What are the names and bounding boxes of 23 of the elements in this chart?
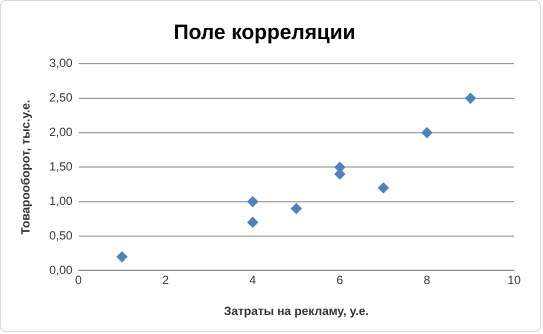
x-tick-label: 2 bbox=[162, 273, 170, 287]
x-tick-label: 8 bbox=[424, 273, 431, 287]
x-tick-label: 6 bbox=[336, 273, 344, 287]
y-tick-label: 3,00 bbox=[49, 56, 73, 70]
x-axis-title: Затраты на рекламу, у.е. bbox=[224, 304, 369, 318]
y-tick-label: 0,00 bbox=[49, 262, 73, 277]
point bbox=[116, 251, 128, 262]
y-tick-label: 2,50 bbox=[49, 90, 73, 105]
y-axis-title: Товарооборот, тыс.у.е. bbox=[18, 100, 32, 235]
y-tick-label: 2,00 bbox=[49, 125, 73, 140]
point bbox=[465, 92, 476, 104]
x-tick-label: 10 bbox=[507, 273, 522, 287]
point bbox=[290, 203, 302, 214]
y-tick-label: 1,50 bbox=[49, 160, 73, 174]
x-tick-label: 4 bbox=[249, 273, 256, 287]
point bbox=[378, 182, 389, 194]
point bbox=[421, 127, 432, 138]
chart-title: Поле корреляции bbox=[174, 21, 356, 44]
y-tick-label: 1,00 bbox=[49, 194, 73, 208]
y-tick-label: 0,50 bbox=[49, 228, 73, 242]
point bbox=[247, 196, 258, 208]
x-tick-label: 0 bbox=[75, 273, 82, 287]
point bbox=[247, 216, 258, 228]
